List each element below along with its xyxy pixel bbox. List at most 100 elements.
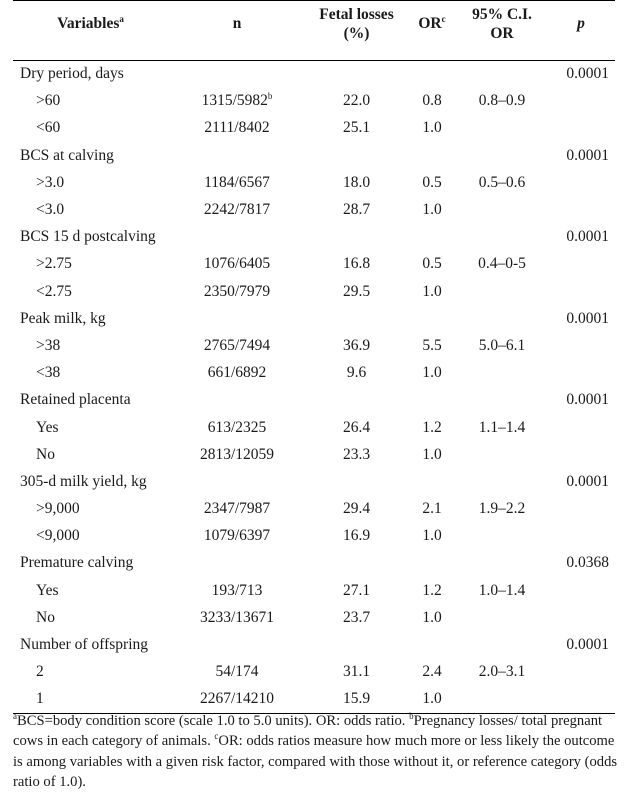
cell-ci: 1.1–1.4: [478, 418, 526, 436]
cell-n: 2111/8402: [204, 119, 270, 137]
cell-p: [547, 414, 615, 441]
cell-n: 2765/7494: [203, 336, 271, 354]
table-row: <60 2111/8402 25.1 1.0: [13, 115, 615, 142]
table-row: Peak milk, kg 0.0001: [13, 305, 615, 332]
cell-variable: BCS at calving: [20, 146, 114, 164]
cell-n: 2347/7987: [203, 500, 271, 518]
cell-ci: [457, 550, 547, 577]
cell-p: [547, 685, 615, 714]
cell-p: [547, 523, 615, 550]
cell-variable: No: [36, 445, 55, 463]
cell-or: [407, 224, 457, 251]
cell-fetal-losses: 16.8: [342, 255, 371, 273]
cell-fetal-losses: 28.7: [342, 201, 371, 219]
cell-or: 0.8: [422, 92, 442, 110]
cell-n: [168, 305, 306, 332]
table-row: >3.0 1184/6567 18.0 0.5 0.5–0.6: [13, 169, 615, 196]
cell-or: 0.5: [422, 255, 442, 273]
cell-ci: [457, 278, 547, 305]
cell-or: 1.0: [422, 608, 442, 626]
cell-fetal-losses: 29.4: [342, 500, 371, 518]
cell-fetal-losses: 36.9: [342, 336, 371, 354]
cell-variable: Yes: [36, 418, 59, 436]
cell-fetal-losses: [306, 61, 407, 88]
cell-p: 0.0001: [566, 65, 609, 83]
cell-p: 0.0001: [566, 636, 609, 654]
cell-p: [547, 441, 615, 468]
table-row: 305-d milk yield, kg 0.0001: [13, 468, 615, 495]
table-row: >60 1315/5982b 22.0 0.8 0.8–0.9: [13, 88, 615, 115]
cell-variable: 1: [13, 685, 168, 714]
cell-p: [547, 278, 615, 305]
cell-ci: [457, 305, 547, 332]
cell-variable: 2: [36, 663, 44, 681]
cell-fetal-losses: 15.9: [306, 685, 407, 714]
cell-or: [407, 142, 457, 169]
cell-ci: [457, 387, 547, 414]
cell-fetal-losses: 23.7: [342, 608, 371, 626]
cell-p: [547, 604, 615, 631]
cell-variable: <60: [36, 119, 61, 137]
cell-fetal-losses: [306, 550, 407, 577]
cell-or: [407, 631, 457, 658]
cell-n: 1315/5982b: [201, 91, 273, 110]
cell-p: [547, 88, 615, 115]
cell-or: [407, 61, 457, 88]
cell-n: [168, 387, 306, 414]
table-row: 1 2267/14210 15.9 1.0: [13, 685, 615, 714]
cell-fetal-losses: 26.4: [342, 418, 371, 436]
table-row: Premature calving 0.0368: [13, 550, 615, 577]
header-n: n: [232, 15, 242, 32]
results-table: Variablesa n Fetal losses (%) ORc 95% C.…: [13, 0, 615, 714]
table-row: <9,000 1079/6397 16.9 1.0: [13, 523, 615, 550]
cell-ci: [457, 631, 547, 658]
cell-or: [407, 387, 457, 414]
cell-p: 0.0368: [566, 554, 609, 572]
cell-n: 661/6892: [207, 364, 267, 382]
table-row: No 3233/13671 23.7 1.0: [13, 604, 615, 631]
header-or: ORc: [418, 14, 446, 33]
cell-n: [168, 468, 306, 495]
cell-variable: >60: [36, 92, 61, 110]
cell-variable: >2.75: [36, 255, 72, 273]
cell-p: [547, 496, 615, 523]
header-fetal-losses: Fetal losses (%): [319, 6, 394, 42]
cell-ci: [457, 360, 547, 387]
cell-or: 1.0: [422, 364, 442, 382]
cell-n: 2350/7979: [203, 282, 271, 300]
cell-fetal-losses: 27.1: [342, 581, 371, 599]
cell-or: [407, 550, 457, 577]
cell-fetal-losses: 25.1: [342, 119, 371, 137]
cell-n: [168, 142, 306, 169]
cell-fetal-losses: 22.0: [342, 92, 371, 110]
cell-p: [547, 577, 615, 604]
cell-ci: 0.5–0.6: [478, 173, 526, 191]
cell-or: 2.4: [422, 663, 442, 681]
cell-n: [168, 631, 306, 658]
table-body: Dry period, days 0.0001 >60 1315/5982b 22.0 0…: [13, 61, 615, 714]
cell-fetal-losses: 18.0: [342, 173, 371, 191]
table-row: >2.75 1076/6405 16.8 0.5 0.4–0-5: [13, 251, 615, 278]
table-row: No 2813/12059 23.3 1.0: [13, 441, 615, 468]
cell-variable: 305-d milk yield, kg: [20, 472, 147, 490]
cell-or: 1.2: [422, 418, 442, 436]
table-row: 2 54/174 31.1 2.4 2.0–3.1: [13, 659, 615, 686]
cell-or: 1.2: [422, 581, 442, 599]
cell-or: 1.0: [422, 282, 442, 300]
cell-n: 54/174: [215, 663, 259, 681]
cell-fetal-losses: [306, 631, 407, 658]
cell-ci: 0.8–0.9: [478, 92, 526, 110]
cell-ci: 1.9–2.2: [478, 500, 526, 518]
cell-variable: Premature calving: [20, 554, 134, 572]
cell-variable: Peak milk, kg: [20, 309, 106, 327]
cell-or: 2.1: [422, 500, 442, 518]
cell-or: 5.5: [422, 336, 442, 354]
cell-p: [547, 169, 615, 196]
cell-n: [168, 224, 306, 251]
cell-n: 613/2325: [207, 418, 267, 436]
table-header-row: Variablesa n Fetal losses (%) ORc 95% C.…: [13, 0, 615, 61]
cell-variable: >3.0: [36, 173, 65, 191]
cell-p: 0.0001: [566, 309, 609, 327]
cell-ci: [457, 115, 547, 142]
